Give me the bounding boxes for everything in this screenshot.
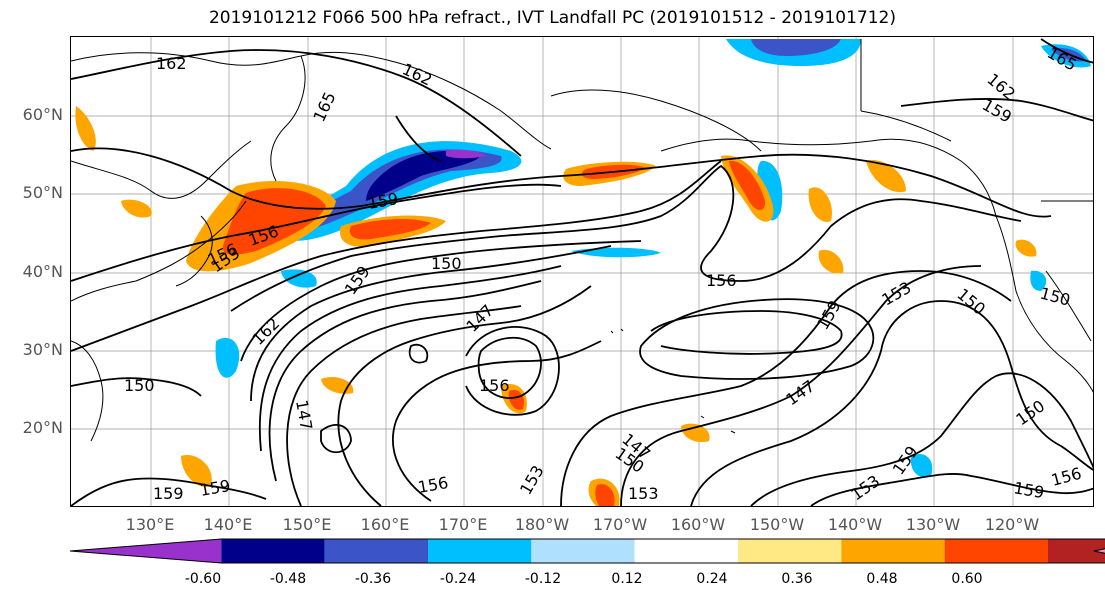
colorbar-segment: [324, 539, 428, 563]
lon-label-140e: 140°E: [203, 515, 253, 534]
colorbar-outline: [69, 538, 1105, 564]
colorbar-extend-min: [70, 539, 222, 563]
colorbar-tick-label: 0.48: [866, 571, 898, 587]
positive-anomaly-patch: [181, 455, 212, 487]
colorbar-tick-label: 0.60: [951, 571, 983, 587]
negative-anomaly-patch: [1030, 270, 1047, 291]
contour-label: 165: [309, 89, 339, 125]
colorbar-tick-label: -0.24: [439, 571, 477, 587]
colorbar-tick-label: -0.48: [269, 571, 307, 587]
lon-label-170e: 170°E: [438, 515, 488, 534]
contour-label: 153: [847, 471, 883, 504]
contour-label: 150: [953, 285, 989, 319]
lat-label-20n: 20°N: [22, 418, 63, 437]
negative-anomaly-core: [296, 149, 502, 230]
negative-anomaly-patch: [281, 269, 317, 288]
contour-label: 150: [431, 254, 462, 273]
contour-lines: [71, 38, 1093, 506]
positive-anomaly-gulf-core: [729, 160, 766, 210]
negative-anomaly-deep: [366, 151, 481, 201]
colorbar: [69, 538, 1105, 564]
lat-label-50n: 50°N: [22, 183, 63, 202]
colorbar-segments: [69, 538, 1105, 564]
contour-label: 159: [198, 476, 231, 500]
map-canvas: 162 162 165 162 159 165 159 156 153 159 …: [71, 37, 1093, 506]
colorbar-extend-max: [1094, 548, 1105, 554]
positive-anomaly-japan-core: [222, 188, 326, 255]
negative-anomaly-patch: [910, 453, 933, 478]
contour-label: 153: [628, 484, 659, 503]
lon-label-150e: 150°E: [282, 515, 332, 534]
negative-anomaly-patch: [215, 337, 240, 378]
colorbar-segment: [221, 539, 325, 563]
negative-anomaly-patch: [571, 247, 661, 258]
contour-label: 159: [1012, 478, 1045, 502]
positive-anomaly-patch: [808, 187, 832, 222]
contour-label: 156: [706, 271, 737, 290]
contour-label: 150: [124, 376, 155, 395]
contour-label: 159: [366, 189, 399, 213]
lon-label-120w: 120°W: [984, 515, 1040, 534]
lon-label-150w: 150°W: [749, 515, 805, 534]
colorbar-segment: [944, 539, 1048, 563]
lon-label-180w: 180°W: [514, 515, 570, 534]
contour-label: 156: [416, 473, 449, 497]
negative-anomaly-peak: [446, 149, 486, 159]
contour-labels: 162 162 165 162 159 165 159 156 153 159 …: [124, 43, 1084, 504]
positive-anomaly-patch: [508, 390, 525, 410]
positive-anomaly-patch: [595, 484, 615, 506]
lat-label-30n: 30°N: [22, 340, 63, 359]
positive-anomaly-patch: [681, 423, 710, 443]
contour-label: 147: [292, 398, 316, 431]
colorbar-segment: [428, 539, 532, 563]
positive-anomaly-patch: [818, 249, 844, 274]
colorbar-tick-label: -0.36: [354, 571, 392, 587]
colorbar-segment: [841, 539, 945, 563]
lon-label-130w: 130°W: [905, 515, 961, 534]
lon-label-160w: 160°W: [670, 515, 726, 534]
lat-label-60n: 60°N: [22, 105, 63, 124]
coastlines: [71, 39, 1093, 442]
shaded-anomalies: [75, 39, 1091, 506]
negative-anomaly-gulf-core: [751, 39, 841, 56]
map-panel: 162 162 165 162 159 165 159 156 153 159 …: [70, 36, 1094, 507]
contour-label: 159: [813, 297, 845, 333]
contour-label: 150: [1012, 396, 1048, 429]
colorbar-segment: [531, 539, 635, 563]
contour-label: 156: [1049, 464, 1083, 490]
lon-label-140w: 140°W: [827, 515, 883, 534]
colorbar-tick-label: 0.36: [781, 571, 813, 587]
colorbar-tick-label: -0.12: [524, 571, 562, 587]
colorbar-tick-label: 0.24: [696, 571, 728, 587]
colorbar-tick-label: 0.12: [611, 571, 643, 587]
positive-anomaly-patch: [121, 199, 152, 218]
map-title: 2019101212 F066 500 hPa refract., IVT La…: [208, 8, 896, 28]
positive-anomaly-patch: [75, 106, 96, 151]
lon-label-170w: 170°W: [592, 515, 648, 534]
lon-label-160e: 160°E: [360, 515, 410, 534]
colorbar-tick-label: -0.60: [184, 571, 222, 587]
lon-label-130e: 130°E: [125, 515, 175, 534]
contour-label: 162: [399, 59, 435, 89]
contour-label: 162: [248, 314, 283, 349]
contour-label: 150: [1038, 284, 1072, 310]
colorbar-segment: [738, 539, 842, 563]
contour-label: 156: [479, 376, 510, 395]
contour-label: 162: [156, 54, 187, 73]
contour-label: 159: [153, 484, 184, 503]
lat-label-40n: 40°N: [22, 262, 63, 281]
positive-anomaly-patch: [866, 160, 906, 193]
positive-anomaly-patch: [1015, 239, 1037, 257]
colorbar-segment: [634, 539, 738, 563]
positive-anomaly-central-core: [349, 219, 431, 240]
